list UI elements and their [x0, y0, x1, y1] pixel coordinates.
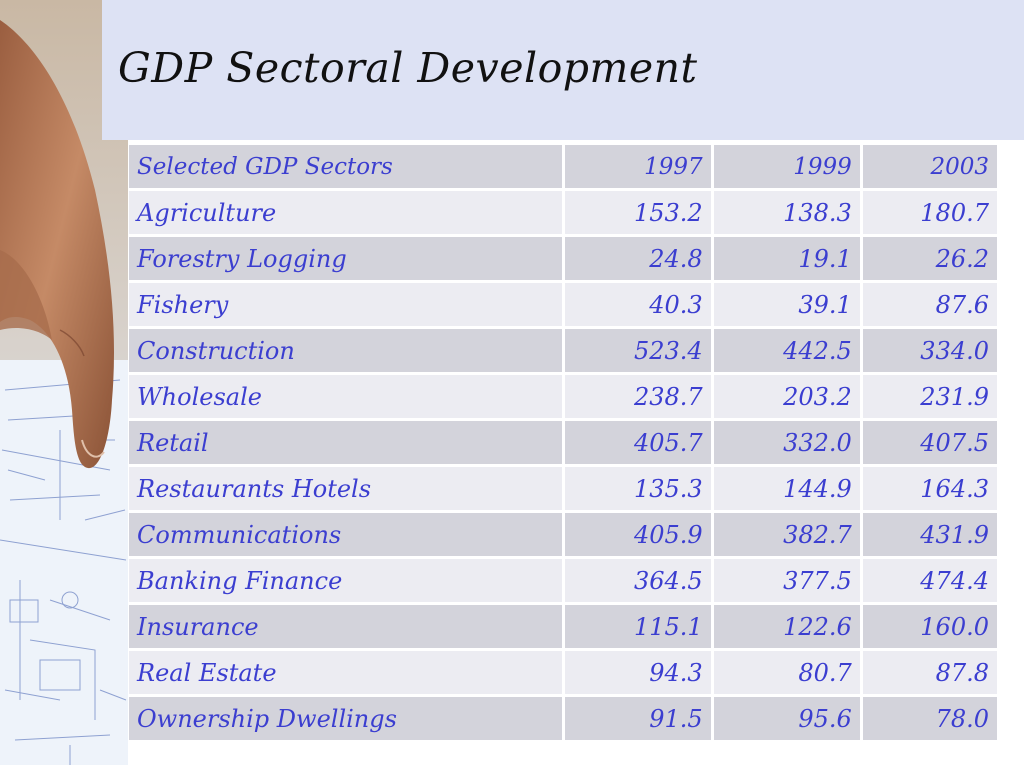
gdp-sector-table: Selected GDP Sectors 1997 1999 2003 Agri… — [126, 142, 1000, 743]
sector-name: Communications — [129, 513, 562, 556]
value-1999: 122.6 — [713, 605, 860, 648]
table-row: Wholesale 238.7 203.2 231.9 — [129, 375, 997, 418]
sector-name: Retail — [129, 421, 562, 464]
value-1997: 115.1 — [564, 605, 711, 648]
table-row: Insurance 115.1 122.6 160.0 — [129, 605, 997, 648]
value-2003: 164.3 — [862, 467, 997, 510]
value-1999: 95.6 — [713, 697, 860, 740]
value-1997: 24.8 — [564, 237, 711, 280]
value-2003: 78.0 — [862, 697, 997, 740]
sector-name: Banking Finance — [129, 559, 562, 602]
title-band — [102, 0, 1024, 140]
sector-name: Construction — [129, 329, 562, 372]
value-1997: 40.3 — [564, 283, 711, 326]
value-1999: 144.9 — [713, 467, 860, 510]
value-2003: 431.9 — [862, 513, 997, 556]
table-row: Fishery 40.3 39.1 87.6 — [129, 283, 997, 326]
value-2003: 231.9 — [862, 375, 997, 418]
sector-name: Agriculture — [129, 191, 562, 234]
sector-name: Fishery — [129, 283, 562, 326]
value-1999: 19.1 — [713, 237, 860, 280]
value-1999: 80.7 — [713, 651, 860, 694]
table-row: Ownership Dwellings 91.5 95.6 78.0 — [129, 697, 997, 740]
value-1997: 135.3 — [564, 467, 711, 510]
table-header-row: Selected GDP Sectors 1997 1999 2003 — [129, 145, 997, 188]
value-2003: 180.7 — [862, 191, 997, 234]
value-1997: 91.5 — [564, 697, 711, 740]
value-1999: 442.5 — [713, 329, 860, 372]
sector-name: Real Estate — [129, 651, 562, 694]
value-2003: 474.4 — [862, 559, 997, 602]
value-2003: 87.6 — [862, 283, 997, 326]
column-header-1997: 1997 — [564, 145, 711, 188]
value-1999: 377.5 — [713, 559, 860, 602]
value-1997: 238.7 — [564, 375, 711, 418]
value-1997: 523.4 — [564, 329, 711, 372]
sector-name: Ownership Dwellings — [129, 697, 562, 740]
sector-name: Forestry Logging — [129, 237, 562, 280]
value-2003: 87.8 — [862, 651, 997, 694]
value-2003: 26.2 — [862, 237, 997, 280]
value-1999: 332.0 — [713, 421, 860, 464]
value-2003: 334.0 — [862, 329, 997, 372]
value-2003: 407.5 — [862, 421, 997, 464]
table-row: Real Estate 94.3 80.7 87.8 — [129, 651, 997, 694]
sector-name: Wholesale — [129, 375, 562, 418]
column-header-sector: Selected GDP Sectors — [129, 145, 562, 188]
table-row: Retail 405.7 332.0 407.5 — [129, 421, 997, 464]
value-1997: 153.2 — [564, 191, 711, 234]
value-2003: 160.0 — [862, 605, 997, 648]
table-row: Agriculture 153.2 138.3 180.7 — [129, 191, 997, 234]
value-1997: 405.9 — [564, 513, 711, 556]
table-row: Forestry Logging 24.8 19.1 26.2 — [129, 237, 997, 280]
value-1999: 203.2 — [713, 375, 860, 418]
value-1997: 405.7 — [564, 421, 711, 464]
value-1999: 382.7 — [713, 513, 860, 556]
value-1999: 138.3 — [713, 191, 860, 234]
column-header-2003: 2003 — [862, 145, 997, 188]
value-1997: 364.5 — [564, 559, 711, 602]
sector-name: Insurance — [129, 605, 562, 648]
page-title: GDP Sectoral Development — [118, 44, 698, 92]
sector-name: Restaurants Hotels — [129, 467, 562, 510]
table-row: Communications 405.9 382.7 431.9 — [129, 513, 997, 556]
table-row: Restaurants Hotels 135.3 144.9 164.3 — [129, 467, 997, 510]
table-row: Banking Finance 364.5 377.5 474.4 — [129, 559, 997, 602]
table-row: Construction 523.4 442.5 334.0 — [129, 329, 997, 372]
value-1997: 94.3 — [564, 651, 711, 694]
value-1999: 39.1 — [713, 283, 860, 326]
column-header-1999: 1999 — [713, 145, 860, 188]
